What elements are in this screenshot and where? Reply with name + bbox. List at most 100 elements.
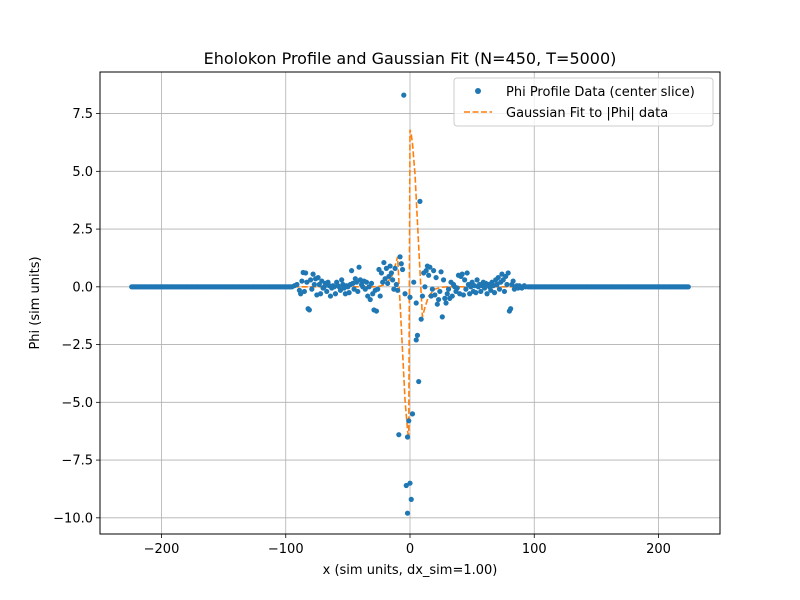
data-point bbox=[362, 286, 368, 292]
data-point bbox=[522, 284, 529, 290]
data-point bbox=[491, 290, 498, 296]
data-point bbox=[308, 277, 314, 283]
data-point bbox=[481, 285, 488, 291]
data-point bbox=[373, 308, 380, 314]
data-point bbox=[499, 271, 505, 277]
data-point bbox=[434, 301, 440, 307]
data-point bbox=[433, 274, 439, 281]
data-point bbox=[367, 296, 373, 303]
y-tick-label: 0.0 bbox=[72, 280, 93, 295]
data-point bbox=[501, 288, 508, 295]
x-tick-label: −200 bbox=[144, 542, 180, 557]
data-point bbox=[407, 294, 413, 300]
data-point bbox=[422, 284, 428, 290]
data-point bbox=[388, 270, 394, 276]
x-tick-label: 0 bbox=[406, 542, 414, 557]
data-point bbox=[442, 295, 448, 301]
data-point bbox=[337, 287, 344, 293]
data-point bbox=[304, 279, 310, 285]
legend: Phi Profile Data (center slice) Gaussian… bbox=[453, 77, 714, 127]
y-axis: −10.0 −7.5 −5.0 −2.5 0.0 2.5 5.0 7.5 bbox=[53, 107, 100, 526]
legend-label-fit: Gaussian Fit to |Phi| data bbox=[506, 106, 668, 121]
data-point bbox=[463, 286, 469, 292]
data-point bbox=[444, 291, 450, 297]
y-tick-label: −2.5 bbox=[61, 338, 93, 353]
data-point bbox=[317, 291, 324, 297]
data-point bbox=[355, 288, 361, 295]
data-point bbox=[419, 293, 426, 299]
data-point bbox=[445, 286, 452, 292]
data-point bbox=[462, 277, 468, 283]
x-axis-label: x (sim units, dx_sim=1.00) bbox=[323, 563, 498, 578]
data-point bbox=[431, 268, 437, 274]
data-point bbox=[346, 290, 352, 296]
data-point bbox=[404, 434, 411, 440]
data-point bbox=[459, 271, 465, 277]
data-point bbox=[505, 270, 511, 276]
data-point bbox=[438, 269, 444, 275]
data-point bbox=[319, 278, 325, 284]
data-point bbox=[464, 270, 470, 276]
data-point bbox=[488, 287, 494, 293]
data-point bbox=[496, 286, 503, 292]
data-point bbox=[413, 337, 419, 343]
data-point bbox=[408, 496, 414, 502]
data-point bbox=[435, 296, 442, 303]
data-point bbox=[685, 284, 691, 290]
data-point bbox=[397, 254, 403, 260]
data-point bbox=[378, 270, 385, 276]
data-point bbox=[417, 198, 423, 204]
data-point bbox=[363, 279, 370, 285]
y-tick-label: −5.0 bbox=[61, 396, 93, 411]
legend-box bbox=[453, 77, 714, 127]
data-point bbox=[381, 259, 387, 266]
data-point bbox=[385, 280, 391, 286]
data-point bbox=[504, 281, 510, 288]
data-point bbox=[393, 281, 399, 288]
data-point bbox=[407, 480, 413, 486]
data-point bbox=[298, 291, 304, 297]
data-point bbox=[301, 288, 307, 295]
data-point bbox=[429, 286, 435, 292]
data-point bbox=[460, 292, 467, 298]
data-point bbox=[439, 314, 445, 320]
data-point bbox=[440, 277, 447, 283]
data-point bbox=[315, 274, 321, 281]
legend-marker-data bbox=[475, 88, 481, 94]
data-point bbox=[427, 264, 433, 270]
data-point bbox=[423, 268, 429, 274]
data-point bbox=[437, 288, 443, 295]
chart-title: Eholokon Profile and Gaussian Fit (N=450… bbox=[204, 49, 617, 68]
y-tick-label: −7.5 bbox=[61, 454, 93, 469]
data-point bbox=[392, 265, 398, 271]
x-axis: −200 −100 0 100 200 bbox=[144, 534, 671, 557]
data-point bbox=[387, 263, 393, 269]
data-point bbox=[411, 279, 417, 285]
data-point bbox=[484, 291, 490, 297]
data-point bbox=[402, 291, 408, 297]
data-point bbox=[368, 280, 375, 286]
data-point bbox=[478, 288, 484, 295]
data-point bbox=[508, 306, 514, 312]
data-point bbox=[356, 264, 362, 270]
data-point bbox=[494, 281, 500, 288]
data-point bbox=[432, 292, 438, 298]
data-point bbox=[414, 332, 421, 338]
data-point bbox=[324, 288, 330, 295]
x-tick-label: −100 bbox=[268, 542, 304, 557]
y-axis-label: Phi (sim units) bbox=[28, 256, 43, 349]
data-point bbox=[418, 316, 424, 322]
data-point bbox=[349, 268, 355, 274]
data-point bbox=[399, 266, 406, 273]
data-point bbox=[413, 300, 419, 306]
data-point bbox=[401, 92, 407, 98]
data-point bbox=[394, 287, 401, 293]
y-tick-label: 5.0 bbox=[72, 165, 93, 180]
data-point bbox=[351, 286, 357, 292]
data-point bbox=[409, 411, 416, 417]
y-tick-label: 7.5 bbox=[72, 107, 93, 122]
legend-label-data: Phi Profile Data (center slice) bbox=[506, 85, 695, 100]
data-point bbox=[339, 277, 345, 283]
x-tick-label: 100 bbox=[522, 542, 547, 557]
